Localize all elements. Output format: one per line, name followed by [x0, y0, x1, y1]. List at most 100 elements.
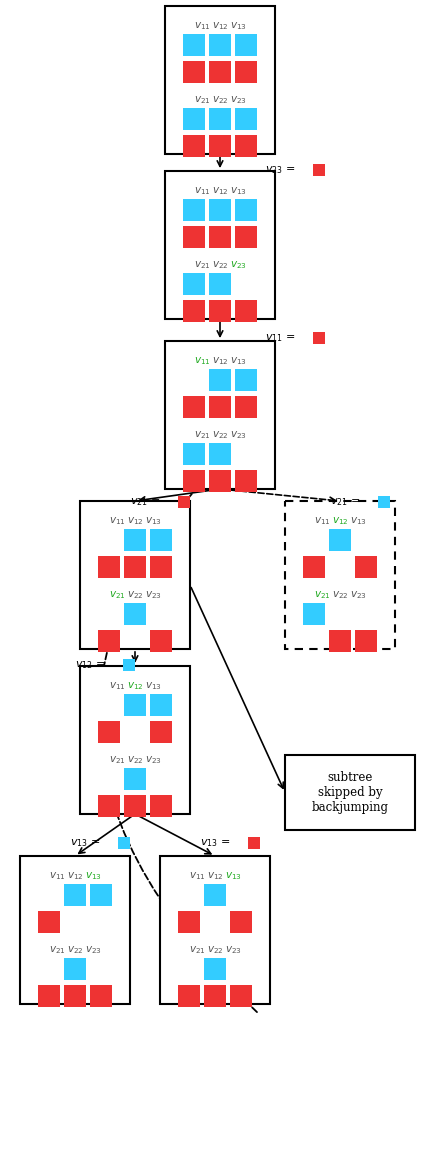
Bar	[209, 396, 231, 418]
Bar	[183, 396, 205, 418]
Bar	[235, 34, 257, 56]
Bar	[64, 985, 86, 1007]
Bar	[64, 957, 86, 980]
Text: $v_{11}$: $v_{11}$	[314, 515, 330, 526]
Bar	[209, 199, 231, 221]
Bar	[150, 529, 172, 551]
Bar	[235, 108, 257, 130]
Text: $v_{12}$: $v_{12}$	[207, 870, 223, 882]
Text: $v_{21}$: $v_{21}$	[49, 944, 65, 956]
Bar	[183, 199, 205, 221]
Text: $v_{21}$: $v_{21}$	[194, 94, 210, 106]
Bar	[124, 795, 146, 817]
Bar	[124, 694, 146, 716]
Bar	[150, 720, 172, 743]
Text: $v_{11}$: $v_{11}$	[108, 680, 125, 691]
Bar	[124, 603, 146, 625]
Bar	[150, 694, 172, 716]
Text: $v_{21}$ =: $v_{21}$ =	[330, 496, 360, 508]
Bar	[150, 795, 172, 817]
Bar	[178, 496, 190, 508]
Bar	[313, 164, 325, 175]
Text: $v_{13}$ =: $v_{13}$ =	[200, 837, 231, 849]
Text: $v_{12}$: $v_{12}$	[332, 515, 348, 526]
Text: $v_{11}$: $v_{11}$	[49, 870, 65, 882]
Bar	[178, 985, 200, 1007]
Bar	[150, 555, 172, 578]
Text: $v_{11}$: $v_{11}$	[194, 185, 210, 196]
Text: $v_{22}$: $v_{22}$	[332, 589, 348, 601]
Text: $v_{11}$: $v_{11}$	[189, 870, 206, 882]
Bar	[124, 555, 146, 578]
Text: $v_{22}$: $v_{22}$	[67, 944, 83, 956]
Text: $v_{22}$: $v_{22}$	[127, 754, 143, 766]
Bar	[303, 555, 325, 578]
Bar	[98, 720, 120, 743]
Bar	[64, 884, 86, 906]
Text: $v_{21}$ =: $v_{21}$ =	[130, 496, 161, 508]
Bar	[235, 135, 257, 157]
Text: $v_{13}$: $v_{13}$	[230, 185, 247, 196]
Text: $v_{21}$: $v_{21}$	[108, 589, 125, 601]
Bar	[183, 225, 205, 248]
Bar	[235, 60, 257, 83]
Bar	[313, 332, 325, 344]
Bar	[209, 370, 231, 390]
Bar	[230, 911, 252, 933]
Bar	[248, 837, 260, 849]
Bar	[235, 370, 257, 390]
Bar	[183, 300, 205, 322]
Bar	[285, 501, 395, 650]
Bar	[80, 666, 190, 815]
Bar	[235, 396, 257, 418]
Text: $v_{13}$: $v_{13}$	[145, 680, 161, 691]
Bar	[235, 225, 257, 248]
Text: subtree
skipped by
backjumping: subtree skipped by backjumping	[311, 772, 389, 815]
Bar	[183, 469, 205, 492]
Bar	[90, 985, 112, 1007]
Bar	[165, 6, 275, 155]
Bar	[183, 135, 205, 157]
Bar	[124, 768, 146, 790]
Bar	[178, 911, 200, 933]
Text: $v_{13}$ =: $v_{13}$ =	[70, 837, 101, 849]
Text: $v_{23}$: $v_{23}$	[230, 429, 247, 440]
Bar	[183, 273, 205, 295]
Bar	[209, 34, 231, 56]
Text: $v_{13}$: $v_{13}$	[350, 515, 366, 526]
Bar	[204, 957, 226, 980]
Text: $v_{21}$: $v_{21}$	[189, 944, 206, 956]
Bar	[230, 985, 252, 1007]
Text: $v_{11}$: $v_{11}$	[194, 20, 210, 31]
Bar	[209, 300, 231, 322]
Text: $v_{22}$: $v_{22}$	[127, 589, 143, 601]
Bar	[98, 555, 120, 578]
Text: $v_{13}$: $v_{13}$	[230, 356, 247, 367]
Bar	[98, 795, 120, 817]
Bar	[209, 135, 231, 157]
Text: $v_{11}$: $v_{11}$	[108, 515, 125, 526]
Text: $v_{13}$: $v_{13}$	[85, 870, 101, 882]
Text: $v_{23}$: $v_{23}$	[350, 589, 366, 601]
Text: $v_{23}$: $v_{23}$	[85, 944, 101, 956]
Bar	[235, 199, 257, 221]
Bar	[235, 300, 257, 322]
Bar	[20, 856, 130, 1004]
Bar	[329, 529, 351, 551]
Text: $v_{11}$ =: $v_{11}$ =	[265, 332, 295, 344]
Bar	[209, 443, 231, 465]
Text: $v_{21}$: $v_{21}$	[108, 754, 125, 766]
Text: $v_{23}$ =: $v_{23}$ =	[265, 164, 295, 175]
Bar	[124, 529, 146, 551]
Bar	[209, 273, 231, 295]
Text: $v_{22}$: $v_{22}$	[212, 259, 228, 271]
Bar	[355, 555, 377, 578]
Text: $v_{12}$: $v_{12}$	[127, 680, 143, 691]
Bar	[150, 630, 172, 652]
Bar	[118, 837, 130, 849]
Bar	[165, 171, 275, 320]
Text: $v_{23}$: $v_{23}$	[145, 589, 161, 601]
Text: $v_{22}$: $v_{22}$	[207, 944, 223, 956]
Text: $v_{23}$: $v_{23}$	[145, 754, 161, 766]
Bar	[235, 469, 257, 492]
